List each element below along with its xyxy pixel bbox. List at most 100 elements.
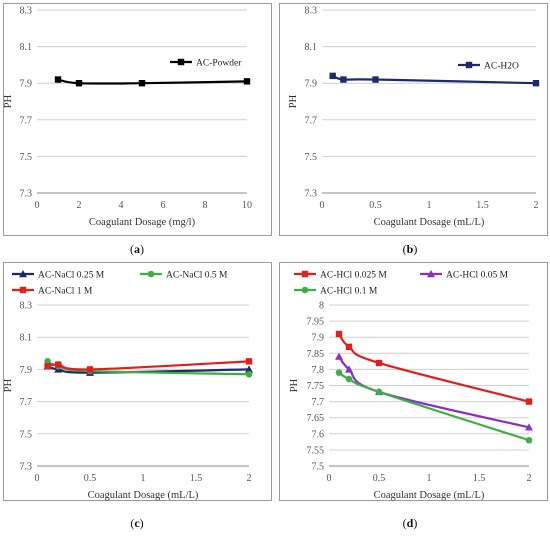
- data-point: [75, 80, 83, 87]
- legend-marker: [465, 61, 473, 69]
- y-tick-label: 7.5: [20, 152, 33, 163]
- y-tick-label: 7.95: [307, 317, 325, 328]
- y-tick-label: 7.9: [20, 79, 33, 90]
- data-point: [532, 80, 540, 87]
- data-point: [340, 76, 347, 83]
- data-point: [243, 78, 251, 85]
- x-tick-label: 2: [527, 473, 532, 484]
- legend-label: AC-HCl 0.025 M: [320, 271, 387, 281]
- y-tick-label: 7.65: [307, 413, 325, 424]
- y-tick-label: 7.9: [305, 79, 318, 90]
- y-tick-label: 8.1: [20, 42, 33, 53]
- legend-label: AC-H2O: [484, 62, 519, 72]
- x-tick-label: 0.5: [84, 473, 97, 484]
- y-tick-label: 7.8: [312, 365, 325, 376]
- series-ac-nacl-1-m: [44, 358, 253, 373]
- caption-letter: a: [134, 242, 140, 256]
- x-tick-label: 0.5: [369, 200, 382, 211]
- chart-frame: [279, 262, 548, 501]
- data-point: [335, 352, 343, 360]
- panel-caption: (d): [390, 516, 430, 531]
- y-tick-label: 8.1: [20, 333, 33, 344]
- chart-frame: [3, 262, 272, 501]
- series-line: [47, 365, 250, 374]
- panel-caption: (c): [117, 516, 157, 531]
- series-line: [47, 360, 250, 371]
- y-tick-label: 8.3: [20, 6, 33, 17]
- data-point: [86, 366, 94, 373]
- legend-entry: AC-HCl 0.025 M: [294, 271, 387, 281]
- y-axis-label: PH: [288, 94, 299, 108]
- y-tick-label: 7.55: [307, 445, 325, 456]
- legend-entry: AC-NaCl 1 M: [12, 287, 93, 297]
- y-tick-label: 7.9: [312, 333, 325, 344]
- x-tick-label: 0: [320, 200, 325, 211]
- series-ac-hcl-0-1-m: [335, 369, 533, 444]
- x-tick-label: 4: [119, 200, 124, 211]
- data-point: [525, 423, 533, 431]
- data-point: [372, 76, 379, 83]
- legend-label: AC-HCl 0.1 M: [320, 287, 378, 297]
- data-point: [54, 76, 62, 83]
- legend-entry: AC-NaCl 0.5 M: [140, 271, 228, 281]
- y-tick-label: 7.5: [312, 462, 325, 473]
- series-ac-h2o: [329, 72, 540, 87]
- x-axis-label: Coagulant Dosage (mL/L): [374, 217, 485, 228]
- y-tick-label: 7.9: [20, 365, 33, 376]
- x-tick-label: 0.5: [373, 473, 386, 484]
- y-tick-label: 7.6: [312, 429, 325, 440]
- series-ac-powder: [54, 76, 251, 87]
- y-tick-label: 7.7: [305, 115, 318, 126]
- y-tick-label: 8.3: [20, 301, 33, 312]
- data-point: [345, 375, 353, 383]
- panel-caption: (a): [117, 242, 157, 257]
- legend-entry: AC-HCl 0.05 M: [420, 270, 509, 281]
- caption-open: (: [130, 516, 135, 530]
- caption-close: ): [140, 242, 144, 256]
- data-point: [245, 370, 253, 378]
- data-point: [335, 369, 343, 376]
- panel-caption: (b): [390, 242, 430, 257]
- data-point: [245, 358, 253, 365]
- legend-label: AC-NaCl 1 M: [38, 287, 93, 297]
- legend-entry: AC-H2O: [458, 62, 519, 72]
- y-tick-label: 7.3: [20, 189, 33, 200]
- legend-entry: AC-NaCl 0.25 M: [12, 270, 105, 281]
- y-tick-label: 8.3: [305, 6, 318, 17]
- legend-marker: [301, 270, 309, 278]
- y-tick-label: 7.5: [20, 429, 33, 440]
- caption-open: (: [130, 242, 134, 256]
- legend-label: AC-HCl 0.05 M: [446, 271, 509, 281]
- data-point: [345, 365, 353, 373]
- series-ac-hcl-0-025-m: [335, 330, 533, 405]
- x-axis-label: Coagulant Dosage (mg/l): [89, 217, 196, 228]
- caption-letter: b: [406, 242, 414, 256]
- x-tick-label: 1.5: [190, 473, 203, 484]
- caption-letter: c: [134, 516, 140, 530]
- x-tick-label: 1: [427, 473, 432, 484]
- series-line: [338, 333, 530, 403]
- data-point: [525, 436, 533, 444]
- x-tick-label: 1.5: [473, 473, 486, 484]
- caption-close: ): [139, 516, 144, 530]
- data-point: [525, 398, 533, 405]
- series-line: [338, 371, 530, 442]
- legend-marker: [147, 270, 155, 278]
- data-point: [44, 362, 51, 370]
- legend-label: AC-NaCl 0.25 M: [38, 271, 105, 281]
- data-point: [375, 359, 383, 367]
- y-axis-label: PH: [289, 378, 300, 392]
- x-tick-label: 6: [161, 200, 166, 211]
- x-axis-label: Coagulant Dosage (mL/L): [374, 490, 485, 501]
- data-point: [138, 80, 146, 87]
- caption-open: (: [402, 242, 407, 256]
- caption-open: (: [402, 516, 407, 530]
- y-tick-label: 8.1: [305, 42, 318, 53]
- legend-label: AC-NaCl 0.5 M: [166, 271, 228, 281]
